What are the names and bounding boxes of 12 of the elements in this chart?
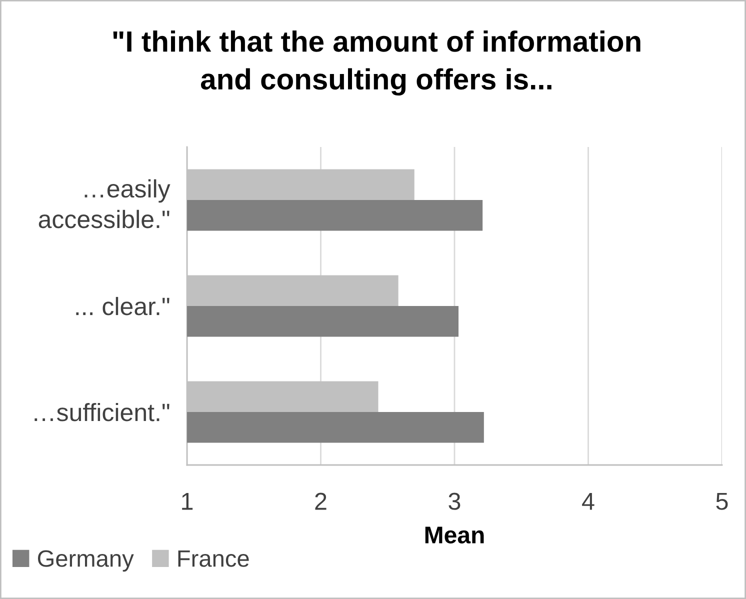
legend-label: France — [178, 550, 249, 567]
x-tick-label: 1 — [182, 492, 193, 510]
x-tick-label: 2 — [315, 492, 326, 510]
x-tick-label: 4 — [582, 492, 594, 510]
x-tick-label: 3 — [448, 492, 460, 510]
x-tick-label: 5 — [716, 492, 728, 510]
legend-label: Germany — [38, 550, 134, 572]
chart-title: "I think that the amount of information and consulting offers is... — [113, 30, 640, 96]
y-tick-label: ... clear." — [76, 296, 170, 316]
y-tick-label: …sufficient." — [34, 402, 170, 422]
x-axis-title: Mean — [425, 526, 484, 544]
y-tick-label: …easily accessible." — [38, 179, 170, 228]
